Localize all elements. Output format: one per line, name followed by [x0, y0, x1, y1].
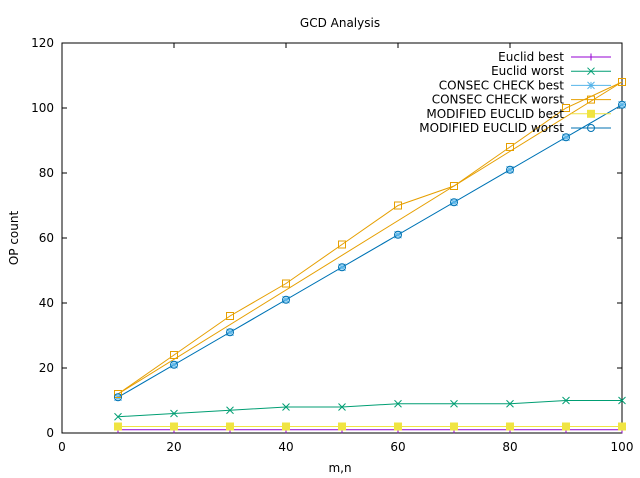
x-tick-label: 60 — [390, 440, 405, 454]
y-tick-label: 60 — [39, 231, 54, 245]
series-markers — [114, 78, 626, 434]
x-tick-label: 40 — [278, 440, 293, 454]
data-point — [562, 133, 570, 142]
data-point — [170, 422, 178, 431]
data-point — [506, 165, 514, 174]
data-point — [282, 403, 290, 411]
legend-label: Euclid worst — [491, 64, 564, 78]
series-line — [117, 81, 623, 395]
data-point — [562, 422, 570, 431]
data-point — [506, 422, 514, 431]
y-tick-label: 120 — [31, 36, 54, 50]
data-point — [562, 396, 570, 405]
data-point — [450, 198, 458, 207]
data-point — [450, 182, 458, 190]
data-point — [338, 403, 346, 411]
data-point — [170, 351, 178, 359]
data-point — [170, 360, 178, 369]
data-point — [114, 422, 122, 431]
y-axis-ticks: 0 20 40 60 80 100 120 — [31, 36, 622, 440]
data-point — [114, 393, 122, 402]
y-tick-label: 40 — [39, 296, 54, 310]
data-point — [562, 104, 570, 112]
data-point — [506, 143, 514, 151]
data-point — [394, 422, 402, 431]
y-axis-label: OP count — [7, 211, 21, 266]
series-line — [117, 400, 622, 418]
legend-label: Euclid best — [498, 50, 564, 64]
data-point — [338, 422, 346, 431]
data-point — [282, 279, 290, 288]
legend-label: CONSEC CHECK best — [439, 78, 564, 92]
x-tick-label: 0 — [58, 440, 66, 454]
data-point — [618, 100, 626, 109]
x-axis-label: m,n — [328, 461, 351, 475]
legend-marker — [587, 53, 595, 61]
legend-marker — [587, 67, 595, 76]
legend-marker — [587, 124, 595, 132]
data-point — [450, 399, 458, 408]
data-point — [338, 263, 346, 272]
series-line — [117, 104, 623, 398]
data-point — [450, 422, 458, 431]
data-point — [506, 399, 514, 408]
data-point — [506, 165, 514, 174]
data-point — [282, 422, 290, 431]
data-point — [226, 422, 234, 431]
data-point — [618, 422, 626, 431]
data-point — [618, 78, 626, 86]
data-point — [170, 360, 178, 369]
y-tick-label: 100 — [31, 101, 54, 115]
data-point — [394, 230, 402, 239]
data-point — [226, 328, 234, 337]
y-tick-label: 20 — [39, 361, 54, 375]
data-point — [618, 100, 626, 109]
data-point — [114, 412, 122, 421]
data-point — [226, 312, 234, 320]
x-tick-label: 100 — [611, 440, 634, 454]
data-point — [226, 406, 234, 415]
data-point — [394, 230, 402, 239]
legend-marker — [587, 109, 595, 118]
x-axis-ticks: 0 20 40 60 80 100 — [58, 43, 633, 454]
legend-label: MODIFIED EUCLID best — [426, 107, 564, 121]
y-tick-label: 0 — [46, 426, 54, 440]
reference-line — [117, 81, 623, 395]
data-point — [282, 295, 290, 304]
data-point — [450, 198, 458, 207]
data-point — [226, 328, 234, 337]
data-point — [394, 399, 402, 408]
series-lines — [117, 81, 623, 431]
data-point — [114, 390, 122, 398]
x-tick-label: 20 — [166, 440, 181, 454]
data-point — [338, 240, 346, 249]
x-tick-label: 80 — [502, 440, 517, 454]
legend-marker — [587, 81, 595, 90]
data-point — [618, 396, 626, 405]
legend-label: MODIFIED EUCLID worst — [419, 121, 564, 135]
y-tick-label: 80 — [39, 166, 54, 180]
data-point — [394, 201, 402, 210]
data-point — [282, 295, 290, 304]
data-point — [170, 409, 178, 418]
data-point — [562, 133, 570, 142]
chart-title: GCD Analysis — [300, 16, 380, 30]
legend-marker — [587, 95, 595, 104]
data-point — [338, 263, 346, 272]
legend-label: CONSEC CHECK worst — [432, 93, 565, 107]
